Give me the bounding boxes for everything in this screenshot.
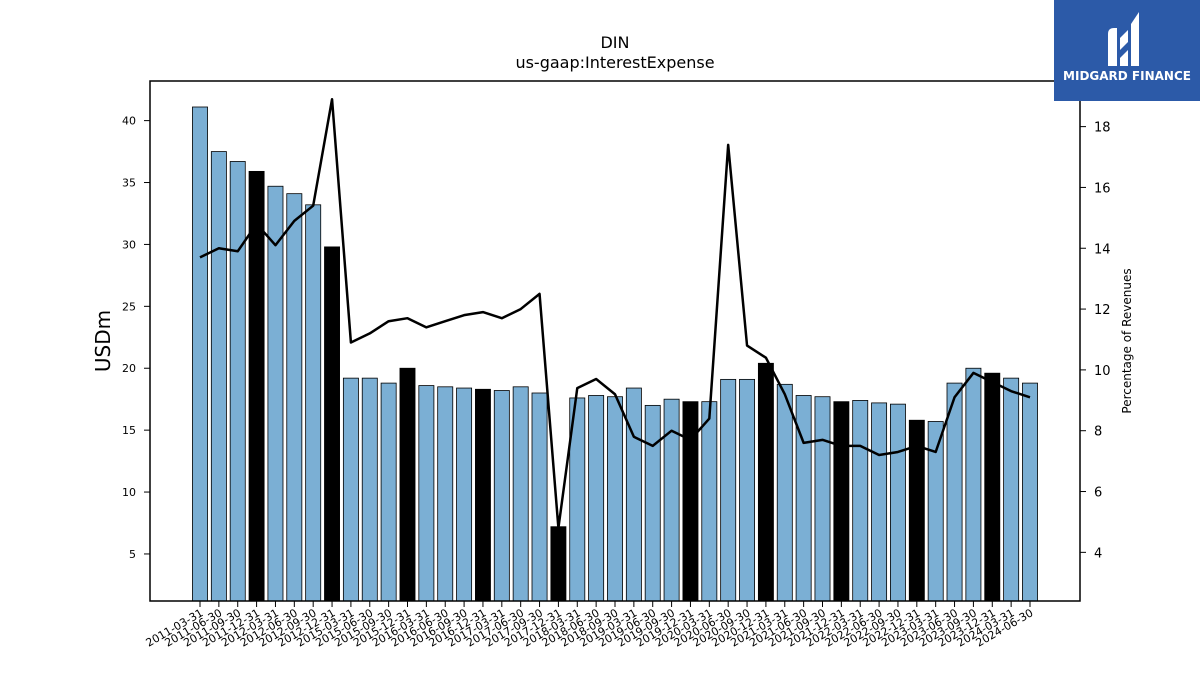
y2-tick-label: 8 [1094, 425, 1102, 440]
chart-subtitle: us-gaap:InterestExpense [515, 53, 714, 72]
bar [456, 387, 473, 602]
bar [342, 377, 359, 602]
bar [720, 378, 737, 602]
bar [776, 383, 793, 602]
bar [475, 388, 491, 602]
bar [286, 193, 303, 602]
y-axis-label: USDm [91, 310, 115, 372]
bar [965, 367, 982, 602]
bar [984, 372, 1001, 602]
bar [701, 401, 718, 602]
y-tick-label: 5 [129, 548, 136, 561]
bar [361, 377, 378, 602]
y2-tick-label: 10 [1094, 364, 1111, 379]
y-tick-label: 40 [122, 115, 136, 128]
bar [644, 404, 661, 602]
bar [531, 392, 548, 602]
bar [210, 151, 227, 602]
bar [1022, 382, 1038, 602]
revenue-percentage-line [199, 98, 1031, 530]
bar [305, 204, 322, 602]
bar [248, 170, 265, 602]
y2-tick-label: 12 [1094, 303, 1111, 318]
y2-tick-label: 18 [1094, 121, 1111, 136]
bar [550, 526, 567, 602]
bar [229, 161, 246, 602]
midgard-finance-logo: MIDGARD FINANCE [1054, 0, 1200, 101]
bar [625, 387, 642, 602]
logo-text: MIDGARD FINANCE [1063, 69, 1191, 83]
bar [682, 401, 699, 602]
chart-title: DIN [600, 33, 629, 52]
bar [871, 402, 888, 602]
y2-tick-label: 4 [1094, 546, 1102, 561]
bar [607, 396, 623, 602]
y2-tick-label: 14 [1094, 242, 1111, 257]
bar [512, 386, 529, 602]
y-tick-label: 10 [122, 486, 136, 499]
bar [833, 401, 850, 602]
y2-tick-label: 16 [1094, 181, 1111, 196]
bar [399, 367, 416, 602]
bar [437, 386, 454, 602]
plot-area: 51015202530354046810121416182011-03-3120… [122, 98, 1111, 650]
y-tick-label: 30 [122, 238, 136, 251]
bar [192, 106, 208, 602]
bar [380, 382, 397, 602]
bar [418, 385, 435, 602]
y-tick-label: 25 [122, 300, 136, 313]
bar [588, 395, 605, 602]
y2-axis-label: Percentage of Revenues [1120, 268, 1134, 413]
y-tick-label: 35 [122, 177, 136, 190]
bar [267, 185, 284, 602]
bar [1003, 377, 1020, 602]
bar [814, 396, 831, 602]
bar [890, 403, 906, 602]
plot-frame [149, 80, 1081, 602]
bar [852, 400, 869, 602]
bar [493, 390, 510, 602]
bar [757, 362, 774, 602]
midgard-logo-icon [1108, 12, 1139, 66]
bar [324, 246, 340, 602]
y-tick-label: 15 [122, 424, 136, 437]
bar [739, 378, 755, 602]
y-tick-label: 20 [122, 362, 136, 375]
y2-tick-label: 6 [1094, 486, 1102, 501]
